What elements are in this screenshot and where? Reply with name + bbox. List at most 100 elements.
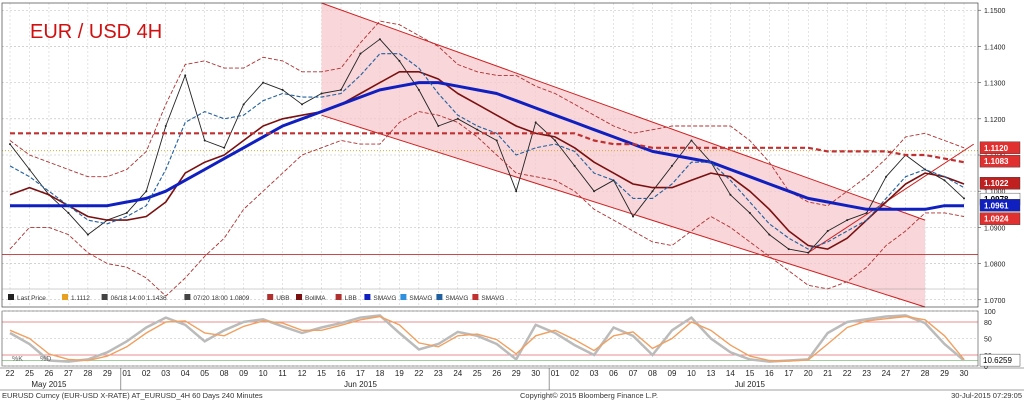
price-label-text: 1.1120	[984, 144, 1009, 153]
xtick-label: 03	[161, 369, 170, 378]
series-line-2	[9, 20, 965, 207]
price-point	[515, 190, 518, 193]
channel-lower	[321, 114, 926, 308]
price-point	[145, 190, 148, 193]
xtick-label: 11	[278, 369, 287, 378]
price-point	[359, 52, 362, 55]
price-point	[963, 197, 965, 200]
price-label-box	[979, 212, 1021, 225]
ytick-label: 1.1200	[984, 117, 1006, 124]
footer-center: Copyright© 2015 Bloomberg Finance L.P.	[520, 391, 658, 400]
legend-swatch	[364, 294, 371, 300]
xtick-label: 25	[25, 369, 34, 378]
price-label-box	[979, 141, 1021, 154]
price-point	[223, 146, 226, 149]
price-point	[612, 179, 615, 182]
xtick-label: 18	[375, 369, 384, 378]
price-point	[787, 248, 790, 251]
price-point	[184, 74, 187, 77]
series-line-4	[10, 81, 964, 211]
price-series	[9, 20, 965, 297]
xtick-label: 09	[239, 369, 248, 378]
price-point	[807, 251, 810, 254]
price-label-text: 1.1022	[984, 179, 1009, 188]
xtick-label: 26	[44, 369, 53, 378]
series-line-0	[9, 38, 965, 254]
xtick-label: 14	[726, 369, 735, 378]
legend-swatch	[267, 294, 274, 300]
legend-swatch	[436, 294, 443, 300]
price-label-box	[979, 177, 1021, 190]
xtick-label: 01	[551, 369, 560, 378]
legend-label-smavg4: SMAVG	[481, 295, 504, 302]
price-label-text: 1.0924	[984, 215, 1009, 224]
price-point	[943, 179, 946, 182]
price-point	[398, 59, 401, 62]
price-point	[534, 121, 537, 124]
xtick-label: 19	[395, 369, 404, 378]
xtick-label: 15	[317, 369, 326, 378]
ytick-label: 1.1400	[984, 44, 1006, 51]
price-point	[203, 139, 206, 142]
month-label: Jul 2015	[735, 380, 766, 389]
legend-label-ubb: UBB	[276, 295, 289, 302]
price-point	[339, 88, 342, 91]
xtick-label: 27	[901, 369, 910, 378]
price-point	[593, 190, 596, 193]
legend-label-smavg1: SMAVG	[373, 295, 396, 302]
legend-swatch	[335, 294, 342, 300]
xtick-label: 17	[784, 369, 793, 378]
xtick-label: 08	[220, 369, 229, 378]
legend-label-smavg3: SMAVG	[445, 295, 468, 302]
osc-value-label: 10.6259	[983, 356, 1012, 365]
price-point	[826, 230, 829, 232]
xtick-label: 02	[142, 369, 151, 378]
legend-swatch	[62, 294, 68, 300]
ytick-label: 1.0700	[984, 298, 1006, 305]
price-point	[456, 117, 459, 120]
legend-label-lpval: 1.1112	[71, 295, 90, 302]
osc-tick-label: 80	[984, 320, 992, 327]
price-label-box	[979, 154, 1021, 168]
price-point	[417, 88, 420, 91]
legend-swatch	[296, 294, 302, 300]
osc-tick-label: 50	[984, 337, 992, 344]
legend-label-hi: 06/18 14:00 1.1436	[111, 295, 167, 302]
xtick-label: 28	[83, 369, 92, 378]
xtick-label: 30	[531, 369, 540, 378]
xtick-label: 04	[181, 369, 190, 378]
ytick-label: 1.1500	[984, 8, 1006, 15]
channel-upper	[321, 2, 926, 221]
xtick-label: 22	[6, 369, 15, 378]
price-point	[242, 103, 245, 106]
legend-swatch	[472, 294, 479, 300]
price-point	[670, 164, 673, 167]
price-point	[301, 103, 304, 106]
price-point	[9, 143, 11, 146]
price-point	[125, 211, 128, 214]
price-point	[320, 92, 323, 95]
xtick-label: 13	[706, 369, 715, 378]
xtick-label: 12	[298, 369, 307, 378]
series-line-1	[9, 71, 965, 250]
price-point	[378, 38, 381, 41]
xtick-label: 26	[492, 369, 501, 378]
xtick-label: 16	[765, 369, 774, 378]
channel-fill	[321, 3, 926, 307]
legend: Last Price 1.1112 06/18 14:00 1.1436 07/20 …	[8, 294, 504, 302]
xtick-label: 01	[122, 369, 131, 378]
legend-swatch	[101, 294, 108, 300]
price-point	[262, 81, 265, 84]
price-point	[748, 211, 751, 214]
footer-right: 30-Jul-2015 07:29:05	[951, 391, 1022, 400]
ytick-label: 1.0900	[984, 225, 1006, 232]
price-point	[632, 215, 635, 218]
price-point	[729, 193, 732, 196]
price-point	[554, 139, 557, 142]
price-label-box	[979, 199, 1021, 212]
osc-legend-k: %K	[12, 356, 23, 363]
osc-value-box	[979, 353, 1021, 367]
